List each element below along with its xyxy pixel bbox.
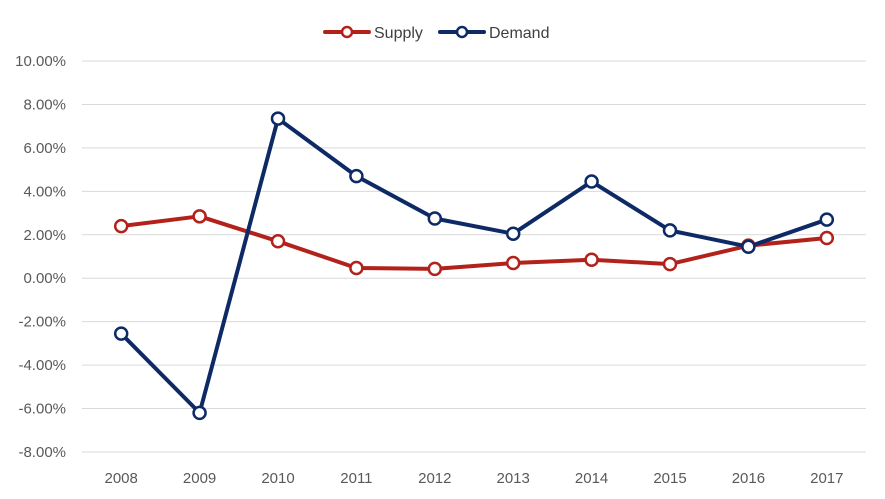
supply-point bbox=[349, 260, 364, 276]
x-tick-label: 2009 bbox=[183, 470, 216, 487]
demand-series bbox=[113, 111, 835, 421]
legend-marker-demand bbox=[455, 25, 469, 39]
supply-point bbox=[819, 230, 835, 246]
demand-point bbox=[270, 111, 286, 126]
demand-line bbox=[119, 116, 829, 415]
series-lines bbox=[113, 111, 835, 421]
x-tick-label: 2014 bbox=[575, 470, 608, 487]
demand-point bbox=[192, 405, 207, 421]
supply-point bbox=[270, 234, 286, 249]
y-tick-label: -2.00% bbox=[18, 314, 66, 331]
supply-line bbox=[119, 214, 829, 271]
gridlines bbox=[82, 60, 866, 453]
demand-point bbox=[113, 326, 129, 341]
x-tick-label: 2015 bbox=[653, 470, 686, 487]
y-tick-label: 2.00% bbox=[23, 227, 66, 244]
x-tick-label: 2012 bbox=[418, 470, 451, 487]
legend-marker-supply bbox=[340, 25, 354, 39]
demand-point bbox=[427, 211, 443, 226]
demand-point bbox=[505, 226, 521, 241]
x-tick-label: 2017 bbox=[810, 470, 843, 487]
supply-point bbox=[584, 252, 599, 268]
y-tick-label: 8.00% bbox=[23, 96, 66, 113]
legend: Supply Demand bbox=[323, 25, 549, 42]
y-tick-label: 10.00% bbox=[15, 53, 66, 70]
x-tick-label: 2010 bbox=[261, 470, 294, 487]
y-tick-label: -6.00% bbox=[18, 401, 66, 418]
demand-point bbox=[584, 174, 599, 189]
x-tick-label: 2011 bbox=[340, 470, 372, 487]
x-axis-tick-labels: 2008 2009 2010 2011 2012 2013 2014 2015 2016 2017 bbox=[105, 470, 844, 487]
supply-point bbox=[192, 209, 207, 224]
supply-point bbox=[505, 255, 521, 271]
legend-label-supply: Supply bbox=[374, 25, 423, 42]
demand-point bbox=[741, 239, 756, 254]
x-tick-label: 2016 bbox=[732, 470, 765, 487]
legend-item-demand: Demand bbox=[438, 25, 549, 42]
y-tick-label: 0.00% bbox=[23, 270, 66, 287]
y-tick-label: 6.00% bbox=[23, 140, 66, 157]
y-tick-label: 4.00% bbox=[23, 183, 66, 200]
x-tick-label: 2013 bbox=[497, 470, 530, 487]
supply-point bbox=[113, 218, 129, 234]
legend-label-demand: Demand bbox=[489, 25, 549, 42]
y-axis-tick-labels: -8.00% -6.00% -4.00% -2.00% 0.00% 2.00% 4.00% 6… bbox=[15, 53, 66, 461]
supply-point bbox=[662, 256, 678, 272]
y-tick-label: -8.00% bbox=[18, 444, 66, 461]
legend-item-supply: Supply bbox=[323, 25, 423, 42]
demand-point bbox=[349, 168, 364, 184]
supply-point bbox=[427, 261, 443, 277]
x-tick-label: 2008 bbox=[105, 470, 138, 487]
demand-point bbox=[662, 223, 678, 238]
demand-point bbox=[819, 212, 835, 227]
y-tick-label: -4.00% bbox=[18, 357, 66, 374]
